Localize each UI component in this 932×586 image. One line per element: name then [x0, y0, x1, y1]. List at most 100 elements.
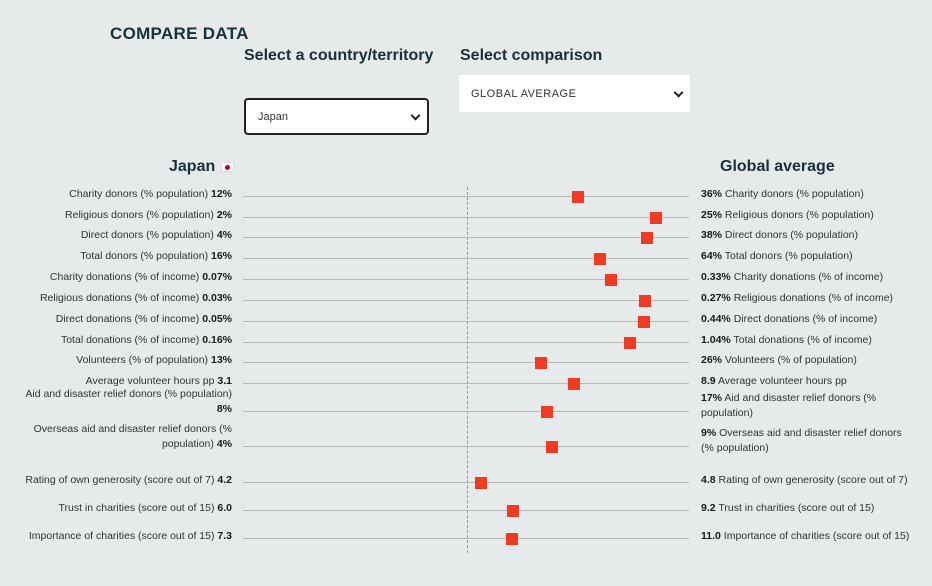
row-line [243, 300, 689, 301]
left-metric-text: Total donations (% of income) [60, 334, 203, 346]
right-metric-value: 9.2 [701, 502, 716, 514]
row-line [243, 482, 689, 483]
japan-flag-icon [221, 162, 235, 172]
left-metric-text: Overseas aid and disaster relief donors … [33, 423, 232, 450]
right-metric-value: 36% [701, 188, 723, 200]
left-metric-value: 8% [216, 403, 232, 415]
right-metric-label: 0.33% Charity donations (% of income) [701, 270, 913, 285]
left-metric-text: Religious donors (% population) [65, 209, 217, 221]
left-metric-label: Religious donations (% of income) 0.03% [20, 291, 232, 306]
left-metric-label: Total donors (% population) 16% [20, 249, 232, 264]
left-metric-label: Direct donations (% of income) 0.05% [20, 312, 232, 327]
comparison-marker [605, 274, 617, 286]
left-metric-text: Aid and disaster relief donors (% popula… [25, 388, 232, 400]
right-metric-value: 26% [701, 354, 723, 366]
left-metric-label: Trust in charities (score out of 15) 6.0 [20, 501, 232, 516]
right-metric-label: 4.8 Rating of own generosity (score out … [701, 473, 913, 488]
left-heading-text: Japan [169, 158, 216, 175]
right-metric-text: Rating of own generosity (score out of 7… [715, 474, 908, 486]
right-metric-text: Religious donations (% of income) [730, 292, 894, 304]
comparison-marker [507, 505, 519, 517]
right-metric-value: 0.33% [701, 271, 731, 283]
right-metric-value: 0.27% [701, 292, 731, 304]
country-select-label: Select a country/territory [244, 47, 434, 64]
right-metric-label: 38% Direct donors (% population) [701, 228, 913, 243]
left-column-heading: Japan [169, 158, 235, 176]
left-metric-label: Rating of own generosity (score out of 7… [20, 473, 232, 488]
left-metric-text: Importance of charities (score out of 15… [28, 530, 218, 542]
left-metric-value: 13% [210, 354, 232, 366]
row-line [243, 258, 689, 259]
left-metric-text: Trust in charities (score out of 15) [58, 502, 218, 514]
left-metric-text: Direct donations (% of income) [55, 313, 203, 325]
chevron-down-icon [673, 87, 684, 98]
left-metric-text: Charity donors (% population) [69, 188, 211, 200]
row-line [243, 362, 689, 363]
left-metric-value: 0.03% [202, 292, 232, 304]
row-line [243, 538, 689, 539]
comparison-marker [535, 357, 547, 369]
right-metric-text: Average volunteer hours pp [715, 375, 847, 387]
comparison-marker [546, 441, 558, 453]
row-line [243, 342, 689, 343]
right-metric-value: 64% [701, 250, 723, 262]
right-column-heading: Global average [720, 158, 835, 175]
left-metric-value: 2% [216, 209, 232, 221]
comparison-marker [475, 477, 487, 489]
comparison-marker [624, 337, 636, 349]
chevron-down-icon [410, 110, 421, 121]
row-line [243, 237, 689, 238]
left-metric-text: Volunteers (% of population) [76, 354, 211, 366]
comparison-marker [541, 406, 553, 418]
row-line [243, 196, 689, 197]
right-metric-value: 17% [701, 392, 723, 404]
right-metric-text: Religious donors (% population) [722, 209, 874, 221]
left-metric-text: Direct donors (% population) [80, 229, 217, 241]
country-select[interactable]: Japan [244, 98, 429, 135]
right-metric-label: 36% Charity donors (% population) [701, 187, 913, 202]
comparison-select[interactable]: GLOBAL AVERAGE [459, 75, 690, 112]
right-metric-text: Trust in charities (score out of 15) [715, 502, 875, 514]
country-select-value: Japan [258, 110, 288, 123]
row-line [243, 321, 689, 322]
right-metric-label: 9% Overseas aid and disaster relief dono… [701, 426, 913, 456]
right-metric-label: 0.44% Direct donations (% of income) [701, 312, 913, 327]
left-metric-label: Total donations (% of income) 0.16% [20, 333, 232, 348]
left-metric-value: 0.05% [202, 313, 232, 325]
row-line [243, 217, 689, 218]
right-metric-text: Aid and disaster relief donors (% popula… [701, 392, 877, 419]
left-metric-value: 0.07% [202, 271, 232, 283]
left-metric-label: Direct donors (% population) 4% [20, 228, 232, 243]
left-metric-text: Charity donations (% of income) [49, 271, 203, 283]
left-metric-text: Rating of own generosity (score out of 7… [25, 474, 218, 486]
comparison-marker [639, 295, 651, 307]
right-metric-value: 11.0 [701, 530, 721, 542]
page-title: COMPARE DATA [110, 24, 249, 43]
left-metric-value: 16% [210, 250, 232, 262]
right-metric-text: Charity donors (% population) [722, 188, 864, 200]
right-metric-text: Total donations (% of income) [730, 334, 872, 346]
left-metric-label: Charity donors (% population) 12% [20, 187, 232, 202]
left-metric-label: Overseas aid and disaster relief donors … [20, 422, 232, 452]
left-metric-value: 4% [216, 229, 232, 241]
right-metric-label: 8.9 Average volunteer hours pp [701, 374, 913, 389]
comparison-select-label: Select comparison [460, 47, 603, 64]
left-metric-value: 7.3 [217, 530, 232, 542]
left-metric-text: Average volunteer hours pp [85, 375, 218, 387]
comparison-select-value: GLOBAL AVERAGE [471, 87, 577, 100]
right-metric-text: Importance of charities (score out of 15… [720, 530, 910, 542]
right-metric-label: 17% Aid and disaster relief donors (% po… [701, 391, 913, 421]
right-metric-text: Overseas aid and disaster relief donors … [701, 427, 902, 454]
left-metric-value: 0.16% [202, 334, 232, 346]
comparison-marker [638, 316, 650, 328]
left-metric-label: Importance of charities (score out of 15… [20, 529, 232, 544]
right-metric-value: 9% [701, 427, 717, 439]
left-metric-label: Volunteers (% of population) 13% [20, 353, 232, 368]
right-metric-value: 38% [701, 229, 723, 241]
row-line [243, 279, 689, 280]
comparison-marker [594, 253, 606, 265]
left-metric-value: 12% [210, 188, 232, 200]
row-line [243, 510, 689, 511]
right-metric-text: Total donors (% population) [722, 250, 853, 262]
right-metric-label: 25% Religious donors (% population) [701, 208, 913, 223]
